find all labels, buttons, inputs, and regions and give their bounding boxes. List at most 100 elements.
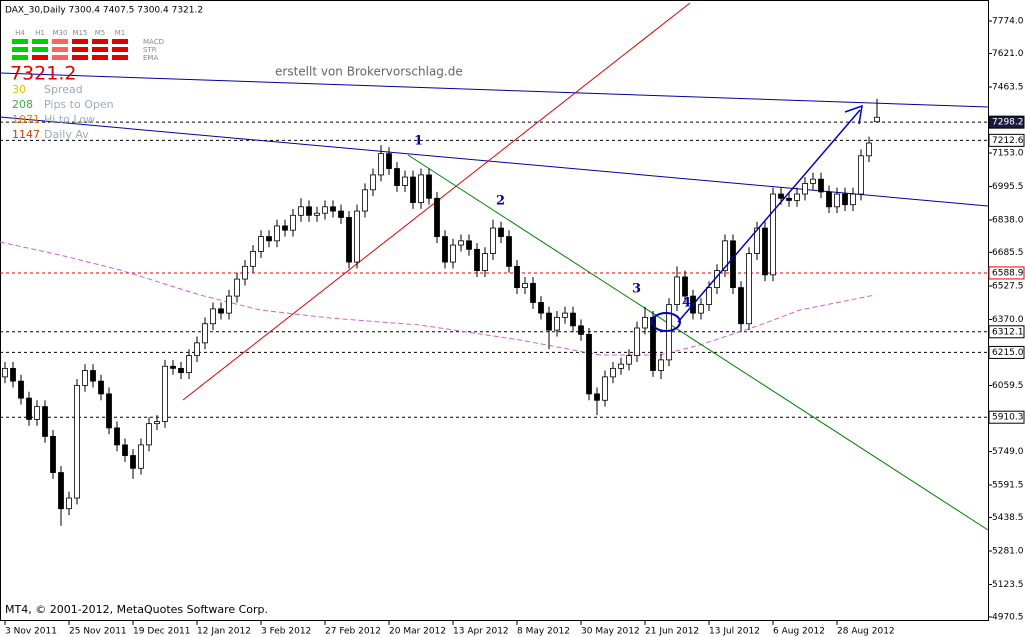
- candle-body: [674, 276, 680, 306]
- candle-body: [570, 312, 576, 327]
- candle-body: [154, 421, 160, 425]
- info-label: Hi to Low: [44, 113, 95, 126]
- trend-line: [407, 154, 989, 531]
- level-label: 6588.9: [992, 268, 1024, 278]
- candle-body: [34, 406, 40, 420]
- info-value: 208: [12, 98, 33, 111]
- candle-body: [314, 212, 320, 216]
- y-tick-label: 6059.5: [992, 381, 1024, 391]
- info-label: Spread: [44, 83, 83, 96]
- candle-body: [258, 236, 264, 252]
- candle-body: [58, 472, 64, 510]
- signal-box: [92, 55, 108, 60]
- signal-box: [32, 55, 48, 60]
- wave-label: 3: [632, 282, 641, 297]
- candle-body: [226, 295, 232, 314]
- candle-body: [514, 265, 520, 288]
- candle-body: [402, 176, 408, 186]
- x-tick-label: 6 Aug 2012: [773, 627, 825, 637]
- candle-body: [138, 444, 144, 469]
- candle-body: [602, 376, 608, 401]
- candle-body: [746, 253, 752, 325]
- candle-body: [146, 423, 152, 446]
- candle-body: [786, 197, 792, 201]
- candle-body: [290, 214, 296, 231]
- candle-body: [10, 367, 16, 382]
- candle-body: [826, 191, 832, 208]
- moving-average: [0, 241, 876, 356]
- candle-body: [762, 227, 768, 276]
- candle-body: [522, 282, 528, 288]
- candle-body: [50, 436, 56, 473]
- candles: [2, 98, 880, 526]
- candle-body: [610, 367, 616, 378]
- y-tick-label: 5591.5: [992, 480, 1024, 490]
- candle-body: [26, 397, 32, 420]
- candle-body: [490, 227, 496, 254]
- candle-body: [474, 248, 480, 271]
- signal-box: [92, 39, 108, 44]
- candle-body: [2, 367, 8, 378]
- candle-body: [834, 193, 840, 208]
- candle-body: [426, 174, 432, 199]
- candle-body: [66, 497, 72, 510]
- level-box: [988, 133, 1025, 147]
- level-label: 6215.0: [992, 348, 1024, 358]
- trend-line: [0, 72, 989, 108]
- x-tick-label: 30 May 2012: [581, 627, 640, 637]
- signal-box: [112, 55, 128, 60]
- candle-body: [74, 384, 80, 499]
- chart-title: DAX_30,Daily 7300.4 7407.5 7300.4 7321.2: [5, 6, 203, 16]
- candle-body: [122, 444, 128, 456]
- level-box: [988, 410, 1025, 424]
- candle-body: [378, 153, 384, 176]
- y-tick-label: 6370.0: [992, 315, 1024, 325]
- timeframe-label: M5: [95, 29, 106, 37]
- signal-box: [32, 39, 48, 44]
- candle-body: [306, 206, 312, 216]
- candle-body: [706, 287, 712, 306]
- y-tick-label: 5749.0: [992, 447, 1024, 457]
- signal-box: [52, 39, 68, 44]
- signal-box: [92, 47, 108, 52]
- level-label: 6312.1: [992, 327, 1024, 337]
- candle-body: [330, 206, 336, 212]
- signal-box: [112, 47, 128, 52]
- candle-body: [498, 227, 504, 237]
- level-box: [988, 325, 1025, 339]
- info-label: Pips to Open: [44, 98, 114, 111]
- candle-body: [186, 355, 192, 374]
- candle-body: [578, 325, 584, 335]
- plot-frame: [0, 0, 989, 621]
- candle-body: [458, 240, 464, 246]
- y-tick-label: 6995.5: [992, 182, 1024, 192]
- candle-body: [666, 304, 672, 361]
- arrow: [677, 109, 861, 323]
- candle-body: [466, 240, 472, 250]
- candle-body: [42, 406, 48, 437]
- y-tick-label: 7463.5: [992, 83, 1024, 93]
- x-axis: 3 Nov 2011 25 Nov 2011 19 Dec 2011 12 Jan 2…: [4, 621, 895, 637]
- candle-body: [194, 342, 200, 357]
- signal-box: [72, 47, 88, 52]
- candle-body: [202, 323, 208, 344]
- x-tick-label: 21 Jun 2012: [645, 627, 699, 637]
- signal-box: [72, 55, 88, 60]
- timeframe-label: M30: [53, 29, 68, 37]
- y-axis: 7774.0 7621.0 7463.5 7153.0 6995.5 6838.0 6685…: [988, 17, 1024, 623]
- candle-body: [98, 380, 104, 395]
- candle-body: [386, 153, 392, 169]
- y-tick-label: 4970.5: [992, 613, 1024, 623]
- candle-body: [130, 455, 136, 469]
- wave-labels: 1 2 3 4: [414, 134, 691, 311]
- info-value: 30: [12, 83, 26, 96]
- y-tick-label: 5281.0: [992, 546, 1024, 556]
- candle-body: [242, 265, 248, 280]
- candle-body: [418, 174, 424, 203]
- candle-body: [266, 236, 272, 242]
- candle-body: [370, 174, 376, 191]
- wave-label: 1: [414, 134, 423, 149]
- candle-body: [770, 193, 776, 276]
- candle-body: [818, 178, 824, 193]
